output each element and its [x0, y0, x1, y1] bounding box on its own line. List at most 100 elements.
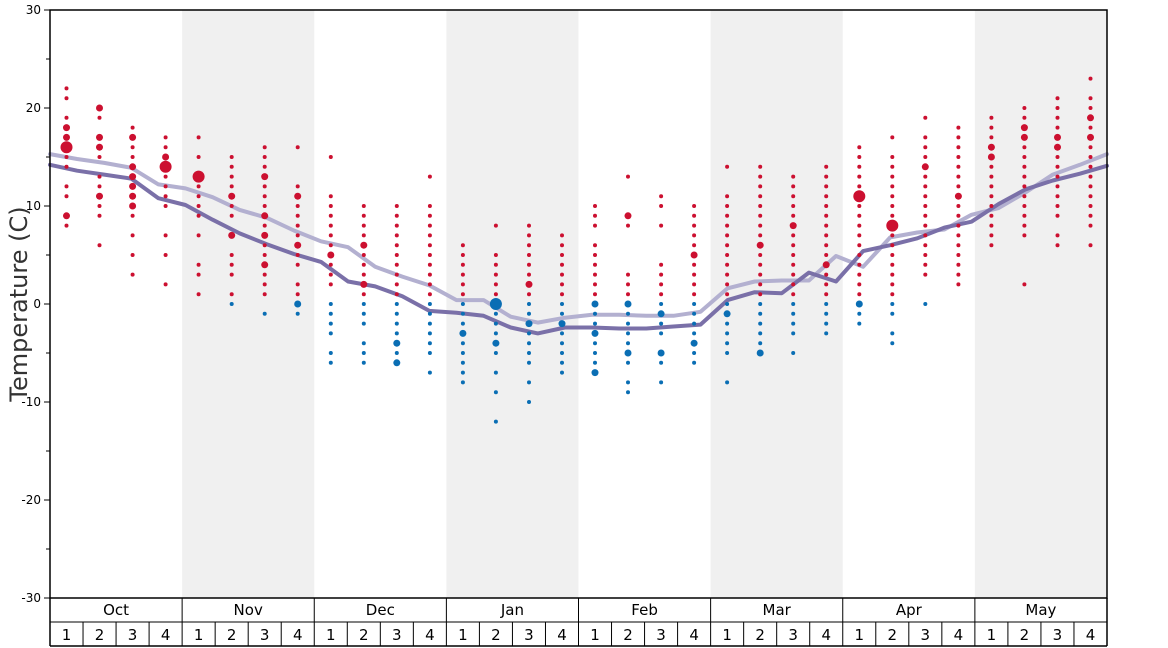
temperature-dot: [460, 302, 465, 306]
temperature-dot: [824, 174, 829, 179]
temperature-dot: [1055, 243, 1060, 248]
temperature-dot: [262, 184, 267, 189]
temperature-dot: [626, 390, 630, 395]
temperature-dot: [824, 272, 829, 277]
temperature-dot: [361, 223, 366, 228]
temperature-dot: [64, 96, 69, 101]
temperature-dot: [196, 135, 201, 140]
temperature-dot: [659, 321, 664, 326]
temperature-dot: [560, 331, 564, 336]
temperature-dot: [626, 174, 630, 179]
temperature-dot: [560, 302, 564, 306]
temperature-dot: [989, 223, 994, 228]
temperature-dot: [527, 400, 531, 404]
temperature-dot: [1055, 96, 1060, 101]
temperature-dot: [163, 184, 168, 189]
temperature-dot: [626, 292, 630, 297]
temperature-dot: [626, 341, 630, 346]
month-label: Mar: [763, 601, 792, 619]
temperature-dot: [725, 223, 730, 228]
temperature-dot: [758, 174, 763, 179]
temperature-dot: [989, 164, 994, 169]
temperature-dot: [659, 302, 664, 306]
temperature-dot: [492, 339, 500, 347]
temperature-dot: [890, 302, 895, 306]
temperature-dot: [725, 213, 730, 218]
temperature-dot: [229, 184, 234, 189]
temperature-dot: [824, 321, 829, 326]
temperature-dot: [162, 153, 170, 161]
temperature-dot: [890, 272, 895, 277]
temperature-dot: [921, 163, 929, 171]
temperature-dot: [1088, 106, 1093, 110]
temperature-dot: [527, 351, 531, 355]
temperature-dot: [593, 262, 597, 267]
temperature-dot: [460, 321, 465, 326]
temperature-dot: [97, 204, 102, 208]
temperature-dot: [824, 164, 829, 169]
temperature-dot: [97, 155, 102, 159]
temperature-dot: [560, 233, 564, 238]
temperature-dot: [427, 174, 432, 179]
temperature-dot: [63, 124, 70, 132]
temperature-dot: [690, 339, 698, 347]
temperature-dot: [989, 174, 994, 179]
temperature-dot: [725, 341, 730, 346]
temperature-dot: [295, 282, 300, 287]
temperature-dot: [989, 125, 994, 130]
month-label: Feb: [631, 601, 658, 619]
temperature-dot: [130, 145, 135, 150]
temperature-dot: [129, 182, 137, 190]
temperature-dot: [791, 331, 796, 336]
temperature-dot: [659, 262, 664, 267]
temperature-dot: [923, 302, 928, 306]
temperature-dot: [692, 262, 697, 267]
temperature-dot: [328, 360, 333, 365]
week-label: 2: [888, 626, 898, 644]
temperature-dot: [659, 204, 664, 208]
temperature-dot: [163, 233, 168, 238]
temperature-dot: [591, 329, 599, 337]
temperature-dot: [758, 262, 763, 267]
week-label: 4: [689, 626, 699, 644]
temperature-dot: [758, 194, 763, 199]
temperature-dot: [692, 282, 697, 287]
temperature-dot: [262, 223, 267, 228]
temperature-dot: [824, 302, 829, 306]
temperature-dot: [593, 213, 597, 218]
temperature-dot: [791, 184, 796, 189]
temperature-dot: [460, 380, 465, 385]
temperature-dot: [64, 223, 69, 228]
temperature-dot: [1054, 143, 1061, 151]
temperature-dot: [394, 253, 399, 257]
week-label: 2: [755, 626, 765, 644]
temperature-dot: [229, 174, 234, 179]
temperature-dot: [692, 223, 697, 228]
month-band: [182, 10, 315, 598]
temperature-dot: [262, 282, 267, 287]
week-label: 1: [987, 626, 997, 644]
temperature-dot: [954, 192, 962, 200]
temperature-dot: [626, 321, 630, 326]
temperature-dot: [890, 233, 895, 238]
temperature-dot: [593, 311, 597, 316]
temperature-dot: [791, 253, 796, 257]
temperature-dot: [890, 243, 895, 248]
temperature-dot: [824, 253, 829, 257]
temperature-dot: [493, 311, 498, 316]
temperature-dot: [923, 174, 928, 179]
week-label: 3: [656, 626, 666, 644]
temperature-dot: [1087, 114, 1094, 122]
temperature-dot: [789, 222, 797, 230]
y-tick-label: 0: [33, 297, 41, 311]
temperature-dot: [262, 292, 267, 297]
temperature-dot: [989, 184, 994, 189]
temperature-dot: [394, 331, 399, 336]
temperature-dot: [460, 272, 465, 277]
temperature-dot: [758, 164, 763, 169]
temperature-dot: [96, 192, 103, 200]
temperature-dot: [989, 115, 994, 120]
temperature-dot: [394, 213, 399, 218]
temperature-dot: [460, 360, 465, 365]
temperature-dot: [328, 302, 333, 306]
